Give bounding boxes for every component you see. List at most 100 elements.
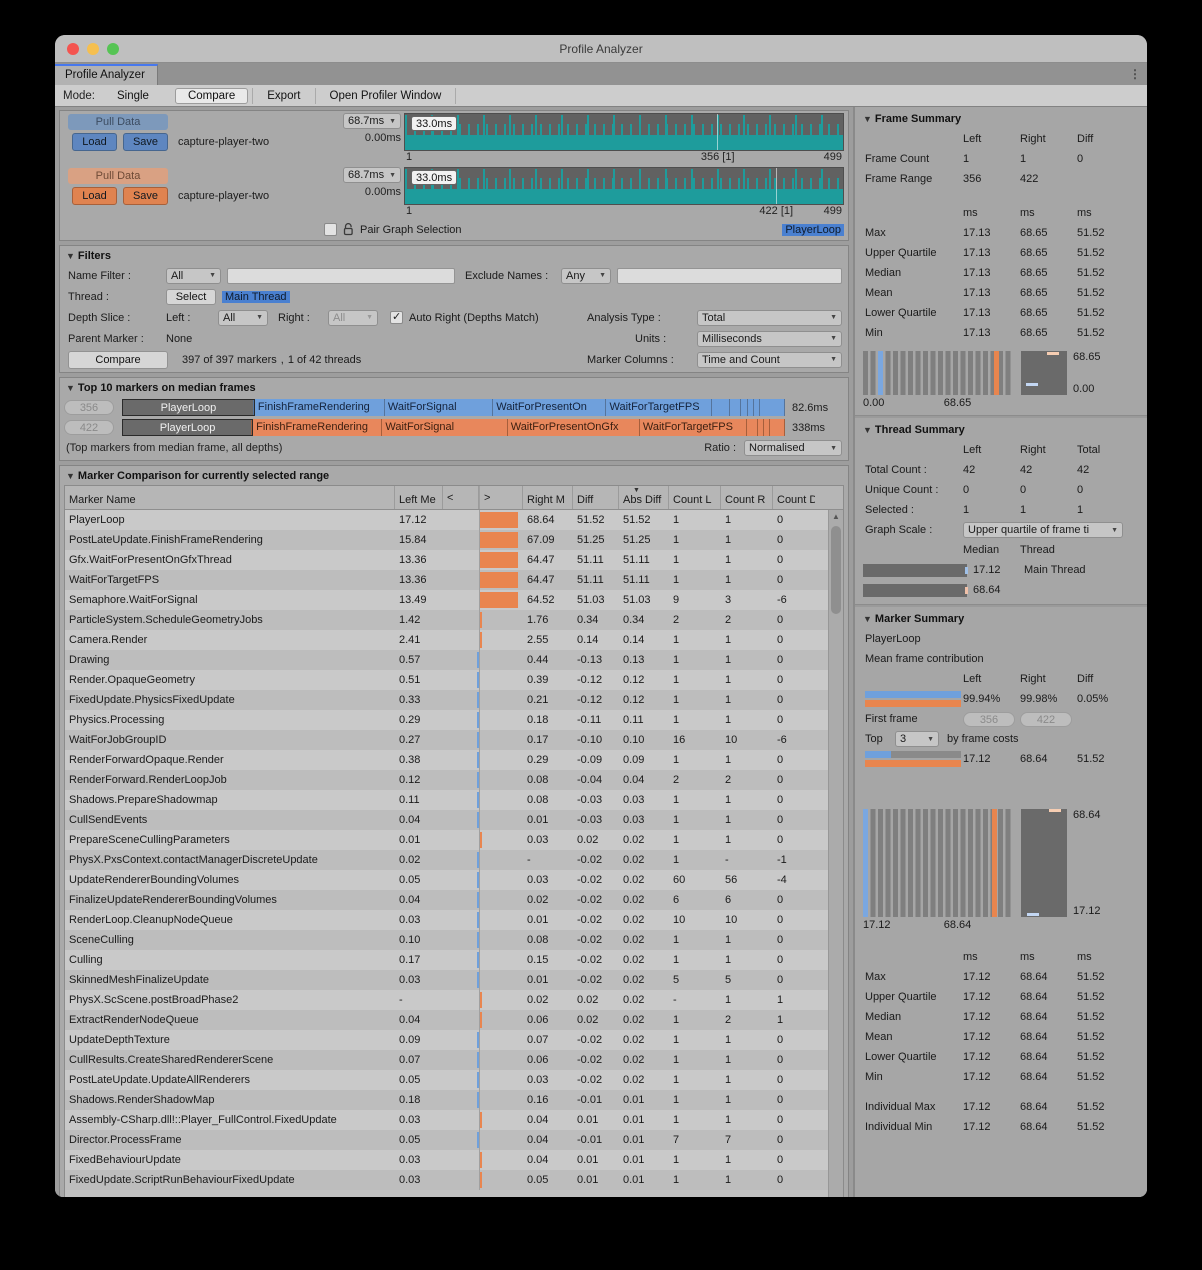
thread-summary-header[interactable]: ▼ Thread Summary	[863, 424, 965, 436]
table-row[interactable]: Drawing 0.57 0.44 -0.13 0.13 1 1 0	[65, 650, 843, 670]
top10-bar-right[interactable]: PlayerLoop FinishFrameRendering WaitForS…	[122, 419, 785, 436]
table-row[interactable]: UpdateDepthTexture 0.09 0.07 -0.02 0.02 …	[65, 1030, 843, 1050]
ratio-dropdown[interactable]: Normalised ▼	[744, 440, 842, 456]
table-row[interactable]: FixedBehaviourUpdate 0.03 0.04 0.01 0.01…	[65, 1150, 843, 1170]
col-count-diff[interactable]: Count D	[777, 494, 815, 506]
exclude-mode-dropdown[interactable]: Any ▼	[561, 267, 611, 284]
marker-segment[interactable]	[754, 399, 761, 416]
marker-summary-boxplot[interactable]	[1021, 809, 1067, 917]
titlebar[interactable]: Profile Analyzer	[55, 35, 1147, 63]
marker-segment[interactable]: PlayerLoop	[122, 399, 255, 416]
table-row[interactable]: FinalizeUpdateRendererBoundingVolumes 0.…	[65, 890, 843, 910]
open-profiler-window-button[interactable]: Open Profiler Window	[316, 87, 457, 104]
scroll-up-icon[interactable]: ▲	[832, 512, 840, 521]
col-left-median[interactable]: Left Me	[395, 486, 443, 509]
marker-segment[interactable]	[711, 399, 730, 416]
marker-segment[interactable]: PlayerLoop	[122, 419, 254, 436]
table-row[interactable]: Culling 0.17 0.15 -0.02 0.02 1 1 0	[65, 950, 843, 970]
marker-segment[interactable]: FinishFrameRendering	[253, 419, 383, 436]
pull-data-right-button[interactable]: Pull Data	[68, 168, 168, 184]
save-right-button[interactable]: Save	[123, 187, 168, 205]
thread-bar-row[interactable]: 17.12 Main Thread	[863, 560, 1139, 580]
table-row[interactable]: PostLateUpdate.UpdateAllRenderers 0.05 0…	[65, 1070, 843, 1090]
marker-segment[interactable]: WaitForTargetFPS	[639, 419, 747, 436]
table-row[interactable]: RenderForwardOpaque.Render 0.38 0.29 -0.…	[65, 750, 843, 770]
minimize-window-button[interactable]	[87, 42, 99, 55]
units-dropdown[interactable]: Milliseconds ▼	[697, 330, 842, 347]
table-row[interactable]: FixedUpdate.PhysicsFixedUpdate 0.33 0.21…	[65, 690, 843, 710]
table-row[interactable]: PrepareSceneCullingParameters 0.01 0.03 …	[65, 830, 843, 850]
table-row[interactable]: ExtractRenderNodeQueue 0.04 0.06 0.02 0.…	[65, 1010, 843, 1030]
marker-segment[interactable]	[757, 419, 765, 436]
kebab-menu-icon[interactable]: ⋮	[1129, 67, 1141, 81]
marker-segment[interactable]: FinishFrameRendering	[254, 399, 385, 416]
depth-left-dropdown[interactable]: All ▼	[218, 309, 268, 326]
col-diff[interactable]: Diff	[573, 486, 619, 509]
marker-segment[interactable]	[764, 419, 771, 436]
marker-segment[interactable]	[748, 399, 755, 416]
load-left-button[interactable]: Load	[72, 133, 117, 151]
table-row[interactable]: Shadows.PrepareShadowmap 0.11 0.08 -0.03…	[65, 790, 843, 810]
table-row[interactable]: Semaphore.WaitForSignal 13.49 64.52 51.0…	[65, 590, 843, 610]
table-row[interactable]: PostLateUpdate.FinishFrameRendering 15.8…	[65, 530, 843, 550]
scale-dropdown-right[interactable]: 68.7ms ▼	[343, 167, 401, 183]
table-row[interactable]: WaitForJobGroupID 0.27 0.17 -0.10 0.10 1…	[65, 730, 843, 750]
compare-button[interactable]: Compare	[68, 350, 168, 369]
marker-segment[interactable]: WaitForSignal	[382, 419, 508, 436]
frame-summary-header[interactable]: ▼ Frame Summary	[863, 113, 962, 125]
export-button[interactable]: Export	[252, 87, 316, 104]
table-row[interactable]: RenderForward.RenderLoopJob 0.12 0.08 -0…	[65, 770, 843, 790]
col-count-right[interactable]: Count R	[721, 486, 773, 509]
zoom-window-button[interactable]	[107, 42, 119, 55]
table-row[interactable]: PhysX.ScScene.postBroadPhase2 - 0.02 0.0…	[65, 990, 843, 1010]
table-row[interactable]: Camera.Render 2.41 2.55 0.14 0.14 1 1 0	[65, 630, 843, 650]
scrollbar-thumb[interactable]	[831, 526, 841, 614]
filters-header[interactable]: ▼ Filters	[66, 250, 111, 262]
col-count-left[interactable]: Count L	[669, 486, 721, 509]
scale-dropdown-left[interactable]: 68.7ms ▼	[343, 113, 401, 129]
marker-segment[interactable]: WaitForSignal	[384, 399, 494, 416]
table-row[interactable]: RenderLoop.CleanupNodeQueue 0.03 0.01 -0…	[65, 910, 843, 930]
thread-select-button[interactable]: Select	[166, 288, 216, 305]
mode-single-button[interactable]: Single	[116, 89, 149, 102]
col-right-bar[interactable]: >	[479, 486, 523, 509]
tab-profile-analyzer[interactable]: Profile Analyzer	[55, 64, 158, 85]
load-right-button[interactable]: Load	[72, 187, 117, 205]
table-row[interactable]: SkinnedMeshFinalizeUpdate 0.03 0.01 -0.0…	[65, 970, 843, 990]
name-filter-input[interactable]	[227, 267, 455, 284]
pair-graph-selection-checkbox[interactable]	[324, 223, 337, 236]
pull-data-left-button[interactable]: Pull Data	[68, 114, 168, 130]
marker-columns-dropdown[interactable]: Time and Count ▼	[697, 351, 842, 368]
first-frame-right-button[interactable]: 422	[1020, 711, 1072, 727]
save-left-button[interactable]: Save	[123, 133, 168, 151]
marker-segment[interactable]	[729, 399, 742, 416]
table-row[interactable]: PhysX.PxsContext.contactManagerDiscreteU…	[65, 850, 843, 870]
frame-summary-boxplot[interactable]	[1021, 351, 1067, 395]
col-marker-name[interactable]: Marker Name	[65, 486, 395, 509]
name-filter-mode-dropdown[interactable]: All ▼	[166, 267, 221, 284]
table-row[interactable]: Physics.Processing 0.29 0.18 -0.11 0.11 …	[65, 710, 843, 730]
auto-right-checkbox[interactable]	[390, 310, 403, 324]
first-frame-left-button[interactable]: 356	[963, 711, 1015, 727]
top10-header[interactable]: ▼ Top 10 markers on median frames	[66, 382, 256, 394]
comparison-header[interactable]: ▼ Marker Comparison for currently selecte…	[66, 470, 330, 482]
marker-segment[interactable]: WaitForPresentOn	[493, 399, 607, 416]
frame-time-graph-left[interactable]: 33.0ms	[404, 113, 844, 151]
col-abs-diff[interactable]: ▼ Abs Diff	[619, 486, 669, 509]
top-n-dropdown[interactable]: 3 ▼	[895, 731, 939, 747]
table-row[interactable]: FixedUpdate.ScriptRunBehaviourFixedUpdat…	[65, 1170, 843, 1190]
marker-segment[interactable]	[746, 419, 758, 436]
table-row[interactable]: Shadows.RenderShadowMap 0.18 0.16 -0.01 …	[65, 1090, 843, 1110]
marker-summary-header[interactable]: ▼ Marker Summary	[863, 613, 965, 625]
marker-segment[interactable]: WaitForPresentOnGfx	[507, 419, 640, 436]
frame-time-graph-right[interactable]: 33.0ms	[404, 167, 844, 205]
col-right-median[interactable]: Right M	[523, 486, 573, 509]
analysis-type-dropdown[interactable]: Total ▼	[697, 309, 842, 326]
mode-compare-button[interactable]: Compare	[174, 87, 249, 104]
marker-summary-histogram[interactable]: 68.64 17.12	[863, 809, 1139, 917]
marker-segment[interactable]	[741, 399, 749, 416]
table-row[interactable]: Gfx.WaitForPresentOnGfxThread 13.36 64.4…	[65, 550, 843, 570]
marker-segment[interactable]	[760, 399, 785, 416]
table-scrollbar[interactable]: ▲ ▼	[828, 510, 843, 1197]
table-row[interactable]: ParticleSystem.ScheduleGeometryJobs 1.42…	[65, 610, 843, 630]
